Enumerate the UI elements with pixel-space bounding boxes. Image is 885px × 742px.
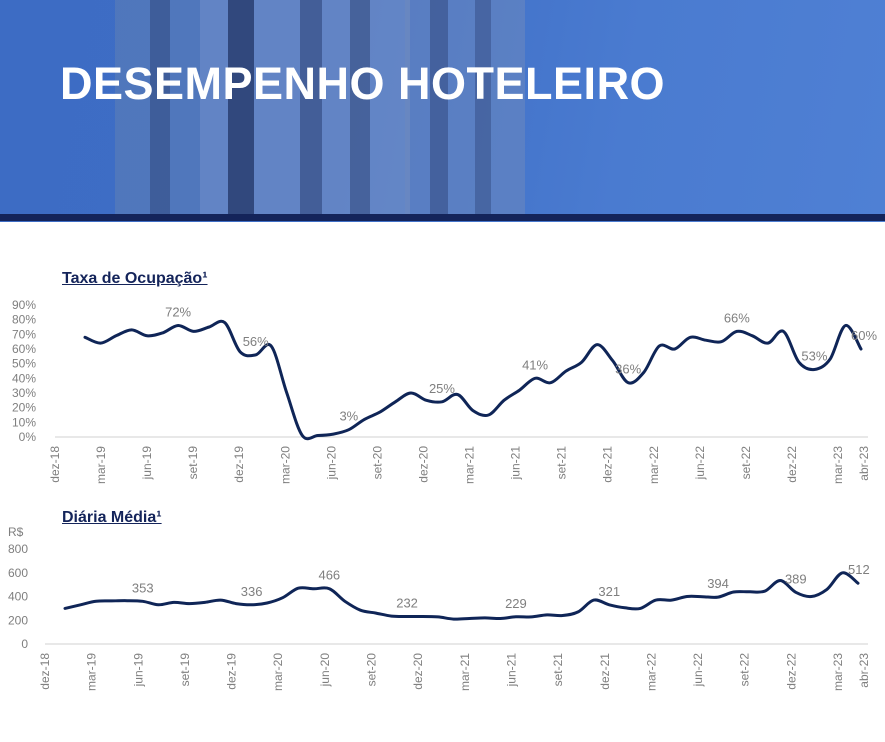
daily-rate-data-label: 389 bbox=[785, 571, 807, 586]
daily-rate-x-tick-label: jun-22 bbox=[691, 653, 705, 688]
occupancy-x-tick-label: set-21 bbox=[555, 446, 569, 480]
occupancy-y-tick-label: 90% bbox=[12, 298, 36, 312]
occupancy-series-line bbox=[83, 319, 863, 441]
occupancy-x-tick-label: set-19 bbox=[186, 446, 200, 480]
daily-rate-x-tick-label: dez-21 bbox=[598, 653, 612, 690]
occupancy-y-tick-label: 70% bbox=[12, 327, 36, 341]
occupancy-x-tick-label: mar-21 bbox=[463, 446, 477, 484]
daily-rate-x-tick-label: dez-22 bbox=[784, 653, 798, 690]
daily-rate-x-tick-label: mar-20 bbox=[271, 653, 285, 691]
daily-rate-x-tick-label: dez-18 bbox=[38, 653, 52, 690]
daily-rate-y-tick-label: 200 bbox=[8, 613, 28, 627]
daily-rate-x-tick-label: set-19 bbox=[178, 653, 192, 687]
occupancy-x-tick-label: jun-22 bbox=[693, 446, 707, 481]
daily-rate-y-tick-label: 600 bbox=[8, 566, 28, 580]
daily-rate-x-tick-label: dez-20 bbox=[411, 653, 425, 690]
occupancy-y-tick-label: 50% bbox=[12, 357, 36, 371]
daily-rate-y-axis-label: R$ bbox=[8, 525, 24, 539]
daily-rate-data-label: 466 bbox=[318, 568, 340, 583]
occupancy-x-tick-label: dez-20 bbox=[416, 446, 430, 483]
daily-rate-x-tick-label: jun-21 bbox=[504, 653, 518, 688]
occupancy-data-label: 36% bbox=[615, 362, 641, 377]
daily-rate-x-tick-label: jun-19 bbox=[131, 653, 145, 688]
occupancy-y-tick-label: 0% bbox=[19, 430, 37, 444]
daily-rate-x-tick-label: abr-23 bbox=[857, 653, 871, 688]
daily-rate-y-tick-label: 800 bbox=[8, 542, 28, 556]
occupancy-x-tick-label: mar-20 bbox=[278, 446, 292, 484]
occupancy-x-tick-label: abr-23 bbox=[857, 446, 871, 481]
daily-rate-data-label: 394 bbox=[707, 576, 729, 591]
occupancy-x-tick-label: mar-19 bbox=[94, 446, 108, 484]
daily-rate-x-tick-label: mar-21 bbox=[458, 653, 472, 691]
daily-rate-x-tick-label: set-22 bbox=[738, 653, 752, 687]
daily-rate-series-line bbox=[63, 571, 860, 621]
daily-rate-x-tick-label: dez-19 bbox=[225, 653, 239, 690]
occupancy-data-label: 56% bbox=[243, 334, 269, 349]
occupancy-y-tick-label: 40% bbox=[12, 371, 36, 385]
occupancy-data-label: 41% bbox=[522, 357, 548, 372]
daily-rate-data-label: 512 bbox=[848, 562, 870, 577]
occupancy-x-tick-label: jun-19 bbox=[140, 446, 154, 481]
occupancy-x-tick-label: set-20 bbox=[370, 446, 384, 480]
occupancy-x-tick-label: dez-22 bbox=[785, 446, 799, 483]
occupancy-x-tick-label: jun-21 bbox=[509, 446, 523, 481]
occupancy-x-tick-label: mar-22 bbox=[647, 446, 661, 484]
daily-rate-data-label: 353 bbox=[132, 580, 154, 595]
daily-rate-data-label: 229 bbox=[505, 596, 527, 611]
daily-rate-data-label: 336 bbox=[241, 584, 263, 599]
occupancy-data-label: 72% bbox=[165, 305, 191, 320]
daily-rate-x-tick-label: mar-23 bbox=[831, 653, 845, 691]
occupancy-y-tick-label: 80% bbox=[12, 313, 36, 327]
occupancy-data-label: 60% bbox=[851, 328, 877, 343]
occupancy-y-tick-label: 10% bbox=[12, 415, 36, 429]
occupancy-x-tick-label: jun-20 bbox=[324, 446, 338, 481]
building-image bbox=[115, 0, 525, 215]
daily-rate-chart-title: Diária Média¹ bbox=[62, 509, 162, 526]
occupancy-x-tick-label: dez-21 bbox=[601, 446, 615, 483]
occupancy-y-tick-label: 20% bbox=[12, 401, 36, 415]
occupancy-chart-title: Taxa de Ocupação¹ bbox=[62, 270, 208, 287]
daily-rate-data-label: 232 bbox=[396, 595, 418, 610]
daily-rate-x-tick-label: set-21 bbox=[551, 653, 565, 687]
occupancy-x-tick-label: set-22 bbox=[739, 446, 753, 480]
occupancy-data-label: 53% bbox=[801, 349, 827, 364]
occupancy-data-label: 25% bbox=[429, 381, 455, 396]
banner-divider bbox=[0, 214, 885, 221]
daily-rate-x-tick-label: mar-22 bbox=[644, 653, 658, 691]
occupancy-data-label: 3% bbox=[339, 409, 358, 424]
occupancy-x-tick-label: dez-18 bbox=[48, 446, 62, 483]
daily-rate-x-tick-label: jun-20 bbox=[318, 653, 332, 688]
daily-rate-y-tick-label: 400 bbox=[8, 590, 28, 604]
occupancy-x-tick-label: dez-19 bbox=[232, 446, 246, 483]
occupancy-y-tick-label: 30% bbox=[12, 386, 36, 400]
occupancy-data-label: 66% bbox=[724, 310, 750, 325]
occupancy-x-tick-label: mar-23 bbox=[831, 446, 845, 484]
daily-rate-x-tick-label: set-20 bbox=[365, 653, 379, 687]
daily-rate-x-tick-label: mar-19 bbox=[85, 653, 99, 691]
occupancy-y-tick-label: 60% bbox=[12, 342, 36, 356]
daily-rate-y-tick-label: 0 bbox=[21, 637, 28, 651]
daily-rate-data-label: 321 bbox=[598, 584, 620, 599]
page-title: DESEMPENHO HOTELEIRO bbox=[60, 58, 666, 109]
header-banner: DESEMPENHO HOTELEIRO bbox=[0, 0, 885, 222]
